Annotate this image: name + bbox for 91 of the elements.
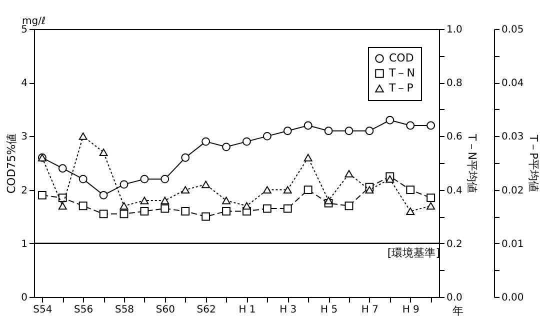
point <box>160 174 170 184</box>
y2-tick-label: 0.8 <box>446 78 462 90</box>
point <box>222 196 230 204</box>
y2-tick-label: 1.0 <box>446 24 462 36</box>
y3-tick-label: 0.04 <box>502 78 524 90</box>
x-axis-title: 年 <box>452 304 464 318</box>
point <box>426 202 436 210</box>
point <box>324 196 333 204</box>
x-tick-label: H 9 <box>402 304 420 316</box>
text: mg/ℓ <box>22 16 46 27</box>
legend-label: COD <box>389 52 414 64</box>
point <box>324 126 333 136</box>
y-tick-label: 1 <box>21 238 28 250</box>
point <box>426 194 436 202</box>
x-tick-label: S60 <box>156 304 175 316</box>
point <box>78 202 88 210</box>
point <box>344 126 354 136</box>
point <box>283 126 292 136</box>
point <box>99 210 108 218</box>
y-tick-label: 5 <box>21 24 28 36</box>
point <box>58 194 67 202</box>
point <box>304 186 312 194</box>
x-tick-label: S56 <box>74 304 94 316</box>
point <box>304 154 312 162</box>
legend-label: T－N <box>388 66 415 80</box>
y3-tick-label: 0.01 <box>502 238 524 250</box>
point <box>99 148 108 156</box>
point <box>262 132 272 140</box>
y2-tick-label: 0.6 <box>446 132 462 143</box>
y-tick-label: 0 <box>21 292 28 304</box>
y2-tick-label: 0.2 <box>446 238 462 250</box>
legend-label: T－P <box>388 82 414 94</box>
point <box>202 137 210 146</box>
y3-tick-label: 0.02 <box>502 185 524 196</box>
x-tick-label: S54 <box>33 304 52 316</box>
y3-tick-label: 0.00 <box>502 292 524 304</box>
point <box>242 202 251 210</box>
point <box>99 190 108 200</box>
y2-tick-label: 0.0 <box>446 292 462 304</box>
point <box>365 186 374 194</box>
x-tick-label: S58 <box>114 304 134 316</box>
x-tick-label: H 7 <box>361 304 378 316</box>
point <box>140 207 149 216</box>
point <box>202 212 210 221</box>
y-tick-label: 3 <box>21 132 28 143</box>
point <box>426 121 436 130</box>
point <box>160 204 170 213</box>
point <box>78 132 88 140</box>
point <box>406 186 415 194</box>
y-axis-title: COD75%値 <box>5 133 18 194</box>
x-tick-label: H 3 <box>280 304 297 316</box>
y-tick-label: 4 <box>21 78 28 90</box>
point <box>181 207 190 216</box>
point <box>38 190 46 200</box>
point <box>242 137 251 146</box>
point <box>181 153 190 162</box>
point <box>58 202 67 210</box>
point <box>181 186 190 194</box>
y3-axis-title: T－P平均値 <box>526 134 540 192</box>
point <box>160 196 170 204</box>
point <box>344 202 354 210</box>
point <box>365 126 374 136</box>
point <box>262 204 272 213</box>
point <box>202 180 210 188</box>
y3-tick-label: 0.05 <box>502 24 524 36</box>
point <box>120 210 128 218</box>
point <box>406 121 415 130</box>
x-tick-label: S62 <box>196 304 216 316</box>
point <box>283 186 292 194</box>
y3-tick-label: 0.03 <box>502 132 524 143</box>
point <box>262 186 272 194</box>
point <box>120 180 128 189</box>
point <box>304 121 312 130</box>
point <box>120 202 128 210</box>
point <box>386 175 394 183</box>
point <box>222 207 230 216</box>
y-tick-label: 2 <box>21 185 28 196</box>
point <box>140 174 149 184</box>
point <box>406 208 415 215</box>
point <box>222 142 230 152</box>
point <box>58 164 67 173</box>
y2-tick-label: 0.4 <box>446 185 462 196</box>
point <box>140 196 149 204</box>
x-tick-label: H 1 <box>238 304 256 316</box>
y2-axis-title: T－N平均値 <box>465 133 478 193</box>
x-tick-label: H 5 <box>320 304 338 316</box>
point <box>78 174 88 184</box>
point <box>344 170 354 178</box>
point <box>283 204 292 213</box>
ref-line-label: [環境基準] <box>387 246 440 260</box>
point <box>386 116 394 124</box>
